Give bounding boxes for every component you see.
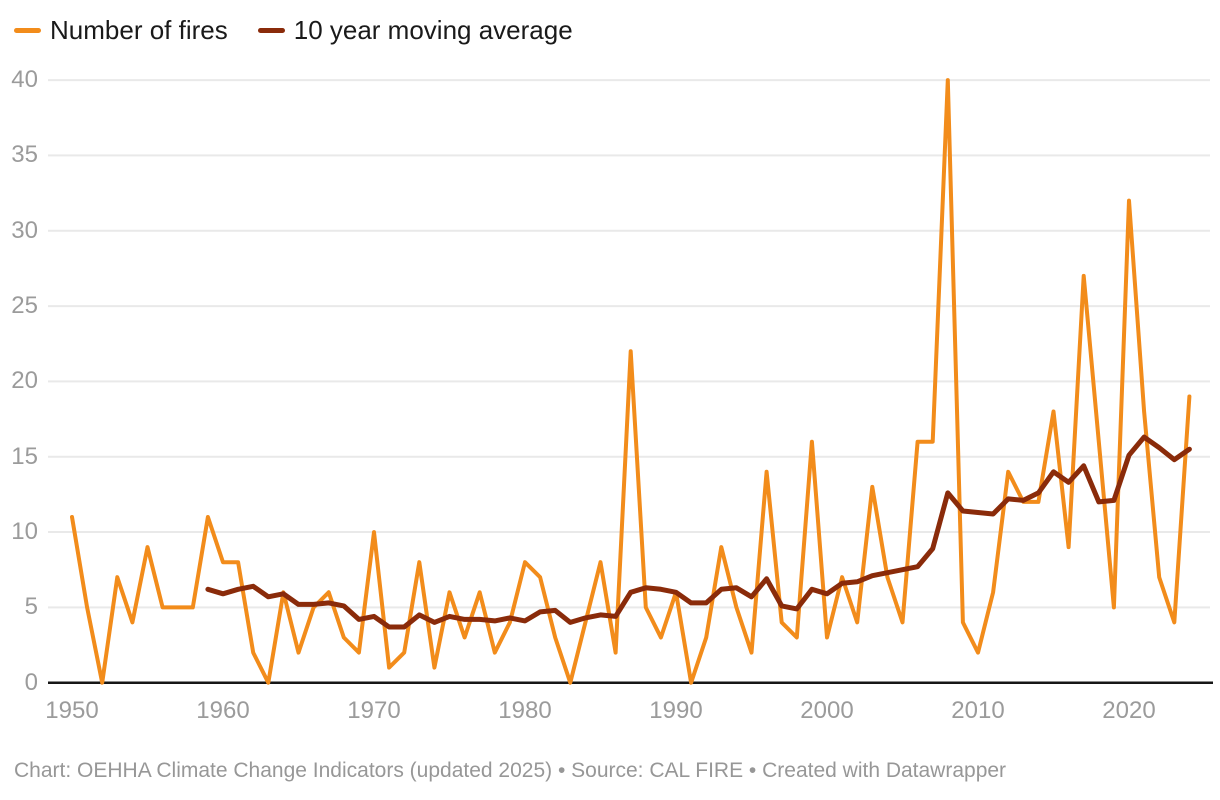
x-axis-label-2000: 2000 [800,697,854,724]
legend-swatch-moving-average-icon [257,27,285,33]
y-axis-label-30: 30 [11,216,38,244]
y-axis-label-10: 10 [11,518,38,546]
x-axis-label-2010: 2010 [951,697,1005,724]
y-axis-label-20: 20 [11,367,38,395]
y-axis-label-0: 0 [24,668,38,696]
legend: Number of fires 10 year moving average [14,14,573,46]
series-line-number-of-fires [70,78,1192,685]
series-line-moving-average [205,434,1192,630]
x-axis-label-1960: 1960 [196,697,250,724]
legend-item-moving-average: 10 year moving average [257,14,573,46]
y-axis-label-35: 35 [11,141,38,169]
x-axis-label-1990: 1990 [649,697,703,724]
chart-attribution: Chart: OEHHA Climate Change Indicators (… [14,759,1007,782]
legend-label-moving-average: 10 year moving average [293,15,573,45]
x-axis-label-1980: 1980 [498,697,552,724]
y-axis-label-5: 5 [24,593,38,621]
legend-item-number-of-fires: Number of fires [14,14,228,46]
x-axis-label-2020: 2020 [1102,697,1156,724]
x-axis-label-1970: 1970 [347,697,401,724]
legend-label-number-of-fires: Number of fires [50,15,228,45]
y-axis-label-25: 25 [11,292,38,320]
y-axis-label-15: 15 [11,442,38,470]
y-axis-label-40: 40 [11,66,38,94]
legend-swatch-fires-icon [14,27,41,33]
x-axis-label-1950: 1950 [45,697,99,724]
